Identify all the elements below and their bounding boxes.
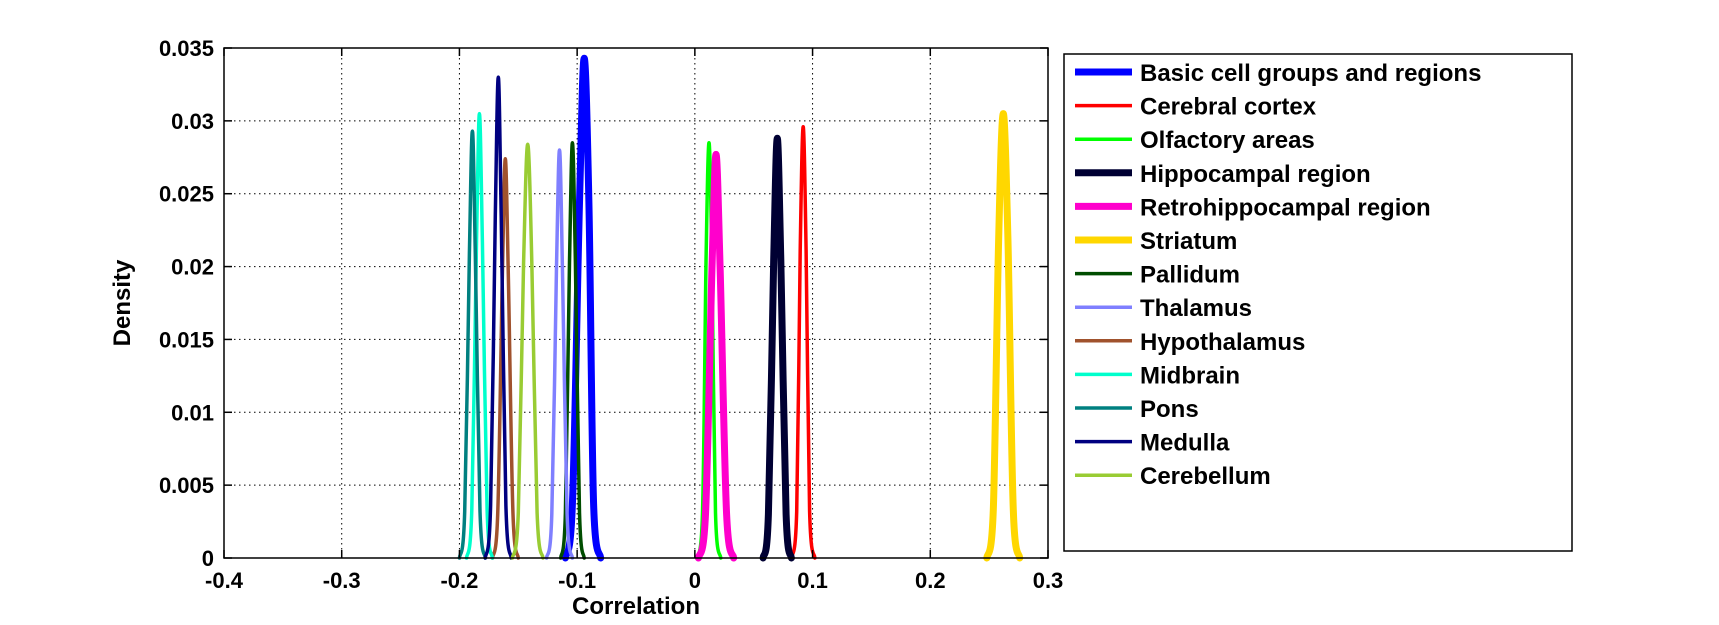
legend-label: Hypothalamus bbox=[1140, 329, 1305, 356]
series-line-5 bbox=[983, 110, 1024, 562]
x-tick-label: 0.2 bbox=[915, 568, 946, 593]
legend-label: Pons bbox=[1140, 396, 1199, 423]
legend-frame bbox=[1063, 53, 1573, 552]
x-tick-label: -0.3 bbox=[323, 568, 361, 593]
plot-area bbox=[223, 47, 1049, 562]
x-tick-label: 0.3 bbox=[1033, 568, 1064, 593]
y-tick-label: 0.02 bbox=[171, 255, 214, 280]
legend-label: Olfactory areas bbox=[1140, 127, 1315, 154]
y-tick-label: 0.025 bbox=[159, 182, 214, 207]
x-tick-label: -0.1 bbox=[558, 568, 596, 593]
x-tick-label: 0.1 bbox=[797, 568, 828, 593]
series-line-10 bbox=[457, 129, 488, 560]
legend-label: Striatum bbox=[1140, 228, 1237, 255]
ticks bbox=[223, 47, 1049, 559]
legend-label: Cerebral cortex bbox=[1140, 94, 1317, 121]
x-tick-labels: -0.4 -0.3 -0.2 -0.1 0 0.1 0.2 0.3 bbox=[205, 568, 1063, 593]
x-axis-title: Correlation bbox=[572, 593, 700, 620]
series-group bbox=[457, 54, 1024, 562]
legend-label: Thalamus bbox=[1140, 295, 1252, 322]
legend-label: Pallidum bbox=[1140, 262, 1240, 289]
series-line-8 bbox=[490, 156, 521, 560]
series-line-7 bbox=[544, 148, 575, 560]
axes-background bbox=[224, 48, 1048, 558]
y-tick-label: 0.01 bbox=[171, 400, 214, 425]
y-tick-label: 0.035 bbox=[159, 36, 214, 61]
series-line-9 bbox=[464, 111, 495, 560]
series-line-1 bbox=[789, 124, 817, 560]
y-tick-labels: 0 0.005 0.01 0.015 0.02 0.025 0.03 0.035 bbox=[159, 36, 214, 571]
legend-label: Midbrain bbox=[1140, 362, 1240, 389]
series-line-11 bbox=[483, 75, 513, 560]
legend-label: Cerebellum bbox=[1140, 463, 1271, 490]
x-tick-label: -0.4 bbox=[205, 568, 244, 593]
y-tick-label: 0.03 bbox=[171, 109, 214, 134]
series-line-4 bbox=[694, 150, 738, 562]
axes-frame bbox=[223, 47, 1049, 559]
legend-label: Medulla bbox=[1140, 430, 1230, 457]
legend-label: Hippocampal region bbox=[1140, 161, 1371, 188]
y-axis-title: Density bbox=[109, 259, 136, 346]
y-tick-label: 0.015 bbox=[159, 327, 214, 352]
series-line-12 bbox=[510, 142, 545, 560]
legend: Basic cell groups and regions Cerebral co… bbox=[1063, 53, 1573, 552]
legend-label: Retrohippocampal region bbox=[1140, 194, 1431, 221]
x-tick-label: -0.2 bbox=[440, 568, 478, 593]
legend-items: Basic cell groups and regions Cerebral co… bbox=[1075, 60, 1481, 490]
series-line-0 bbox=[561, 54, 605, 562]
x-tick-label: 0 bbox=[689, 568, 701, 593]
legend-label: Basic cell groups and regions bbox=[1140, 60, 1481, 87]
y-tick-label: 0.005 bbox=[159, 473, 214, 498]
y-tick-label: 0 bbox=[202, 546, 214, 571]
series-line-3 bbox=[759, 134, 795, 562]
